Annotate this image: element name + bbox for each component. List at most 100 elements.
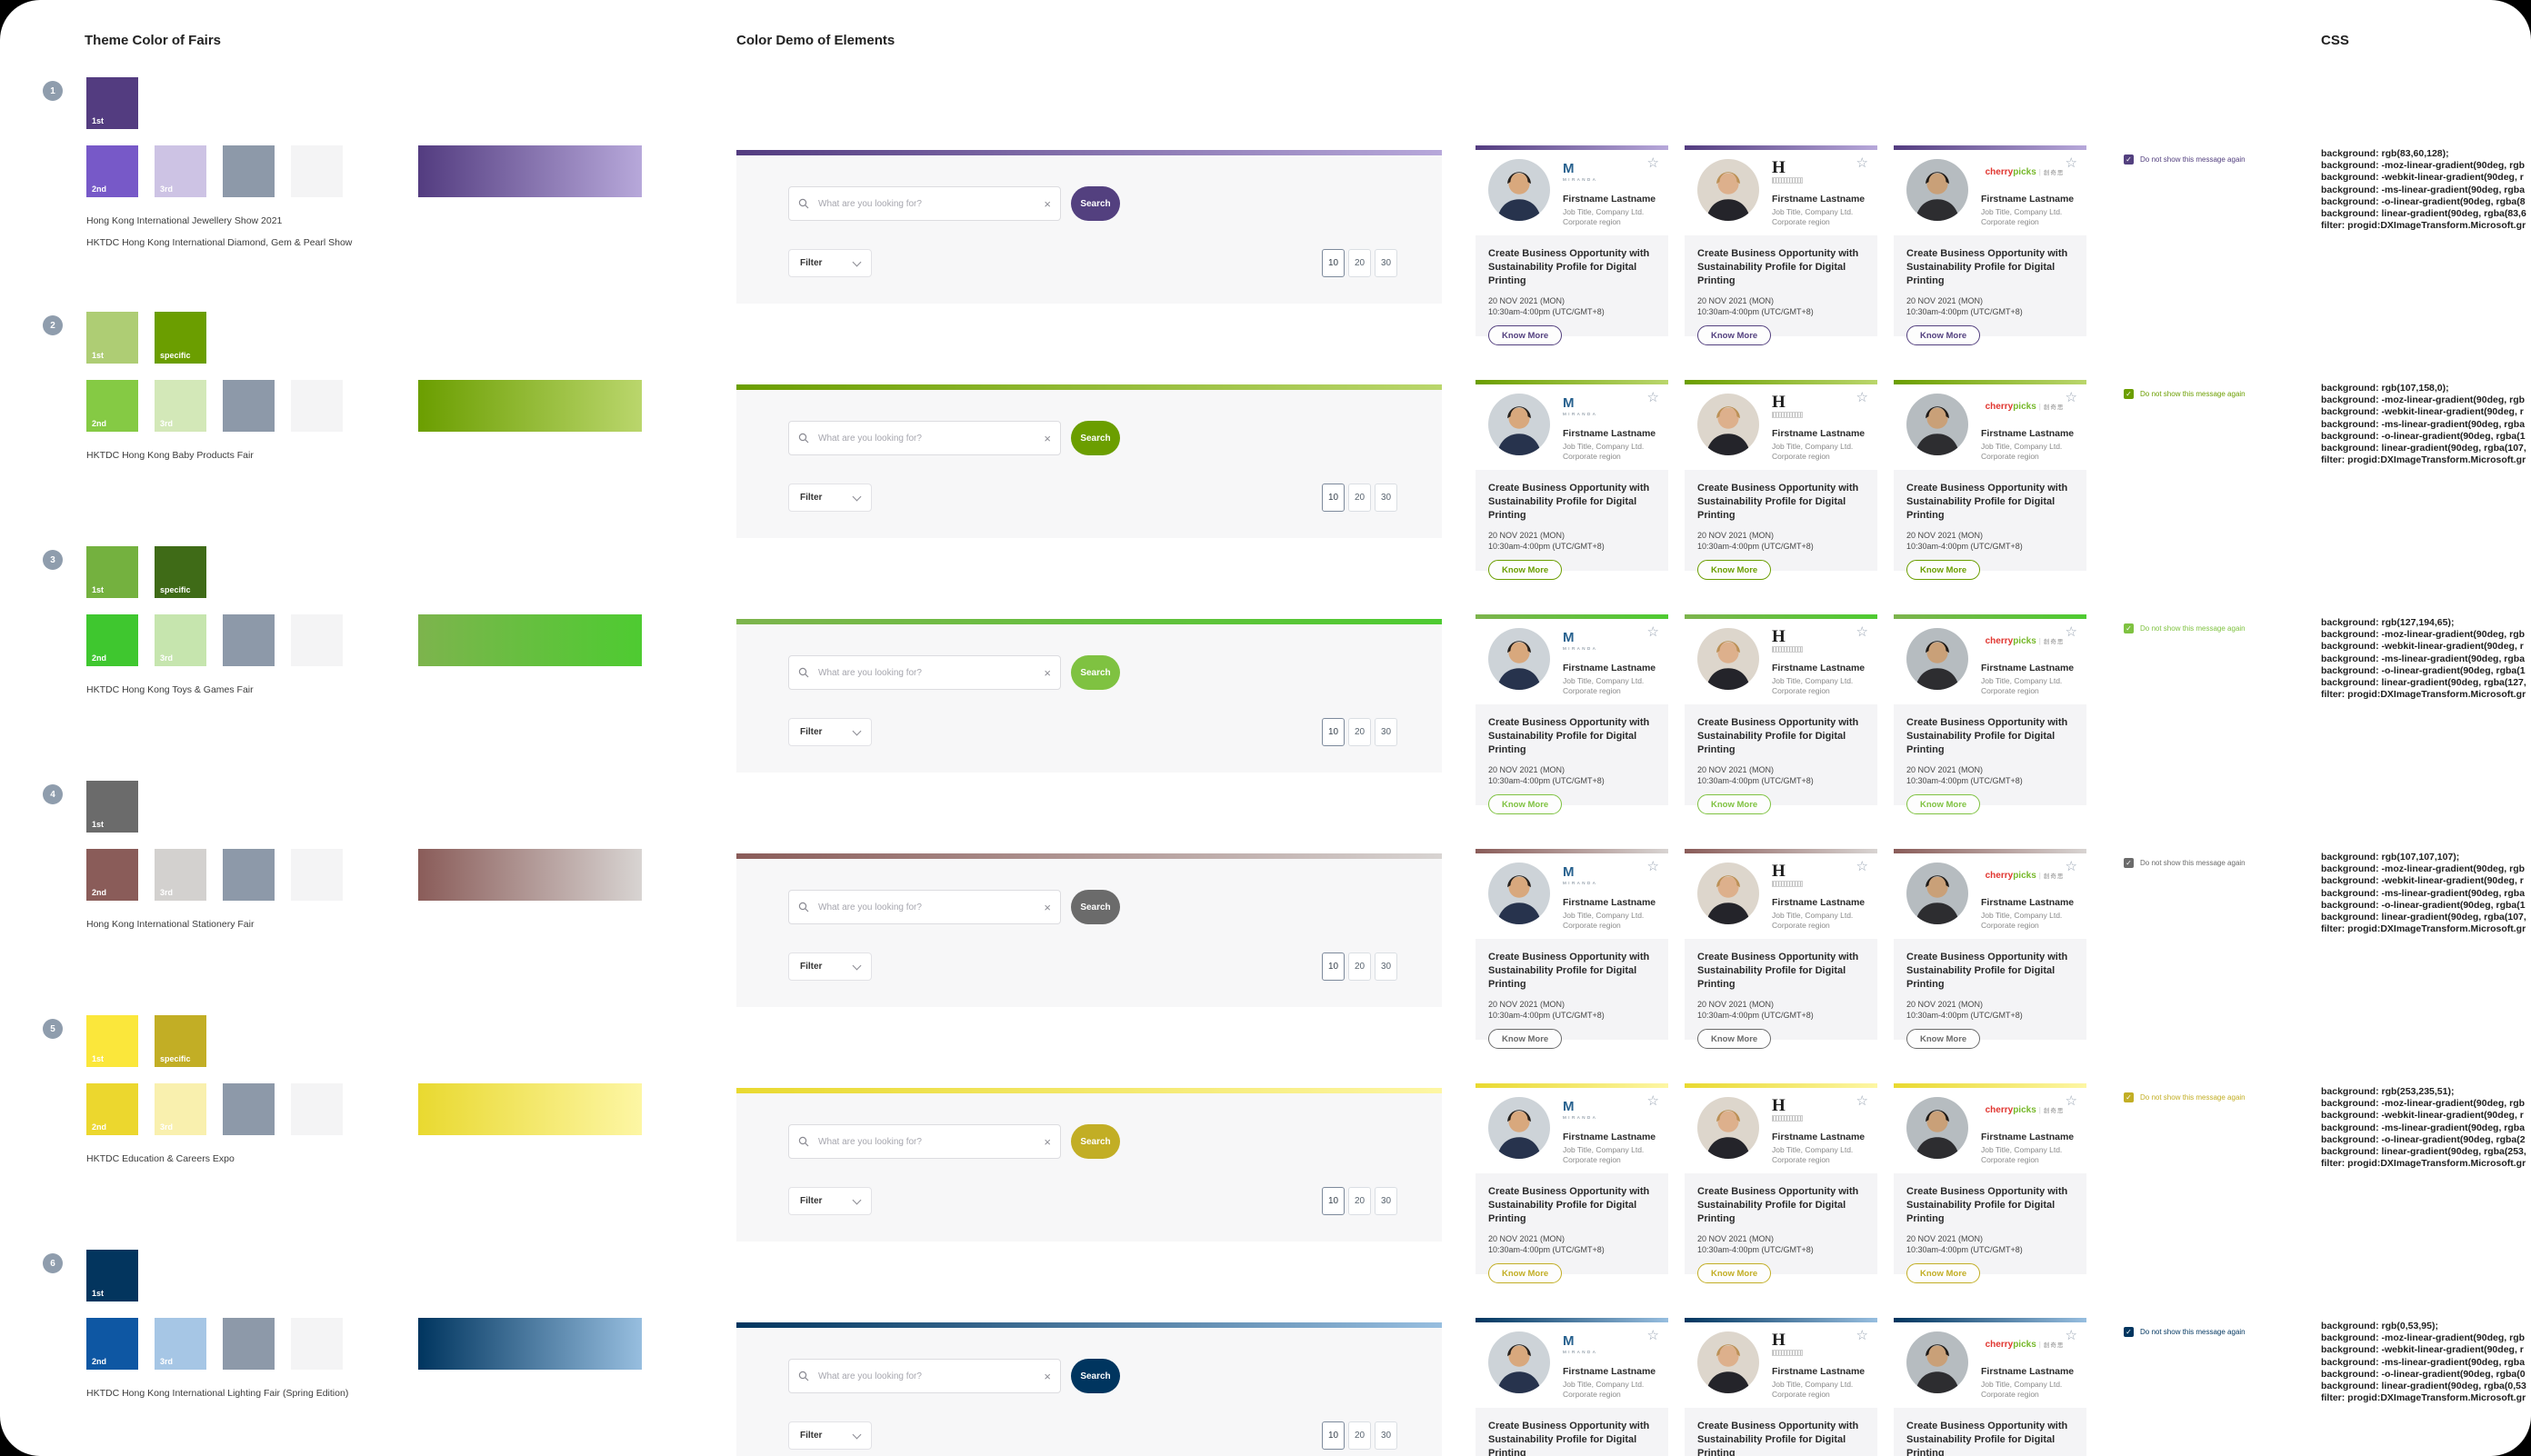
star-icon[interactable]: ☆ <box>1646 1328 1659 1343</box>
clear-icon[interactable]: × <box>1044 1369 1051 1383</box>
know-more-button[interactable]: Know More <box>1906 325 1981 345</box>
page-size-20[interactable]: 20 <box>1348 484 1371 512</box>
checkbox-icon[interactable]: ✓ <box>2124 858 2134 868</box>
page-size-30[interactable]: 30 <box>1375 484 1397 512</box>
star-icon[interactable]: ☆ <box>1856 1093 1868 1109</box>
clear-icon[interactable]: × <box>1044 196 1051 211</box>
search-field[interactable]: × <box>788 186 1061 221</box>
filter-dropdown[interactable]: Filter <box>788 484 872 512</box>
know-more-button[interactable]: Know More <box>1488 1029 1563 1049</box>
search-input[interactable] <box>816 1135 1037 1148</box>
star-icon[interactable]: ☆ <box>1646 155 1659 171</box>
clear-icon[interactable]: × <box>1044 1134 1051 1149</box>
page-size-20[interactable]: 20 <box>1348 1187 1371 1215</box>
search-field[interactable]: × <box>788 1124 1061 1159</box>
filter-dropdown[interactable]: Filter <box>788 249 872 277</box>
know-more-button[interactable]: Know More <box>1697 794 1772 814</box>
star-icon[interactable]: ☆ <box>1856 390 1868 405</box>
star-icon[interactable]: ☆ <box>2065 390 2077 405</box>
checkbox-icon[interactable]: ✓ <box>2124 1092 2134 1102</box>
dont-show-again-option[interactable]: ✓ Do not show this message again <box>2124 389 2246 399</box>
star-icon[interactable]: ☆ <box>1856 859 1868 874</box>
dont-show-again-option[interactable]: ✓ Do not show this message again <box>2124 1092 2246 1102</box>
star-icon[interactable]: ☆ <box>1646 859 1659 874</box>
filter-dropdown[interactable]: Filter <box>788 952 872 981</box>
search-button[interactable]: Search <box>1071 421 1120 455</box>
search-demo-panel: × Search Filter 10 20 30 <box>736 1322 1442 1456</box>
page-size-30[interactable]: 30 <box>1375 952 1397 981</box>
page-size-20[interactable]: 20 <box>1348 1421 1371 1450</box>
know-more-button[interactable]: Know More <box>1697 1029 1772 1049</box>
profile-card-group: ☆ M MIRANDA Firstname Lastname Job Title… <box>1476 1083 2086 1283</box>
page-size-30[interactable]: 30 <box>1375 1421 1397 1450</box>
search-input[interactable] <box>816 666 1037 679</box>
page-size-20[interactable]: 20 <box>1348 952 1371 981</box>
star-icon[interactable]: ☆ <box>2065 859 2077 874</box>
star-icon[interactable]: ☆ <box>2065 1328 2077 1343</box>
know-more-button[interactable]: Know More <box>1906 1263 1981 1283</box>
page-size-30[interactable]: 30 <box>1375 718 1397 746</box>
page-size-10[interactable]: 10 <box>1322 718 1345 746</box>
star-icon[interactable]: ☆ <box>2065 1093 2077 1109</box>
page-size-20[interactable]: 20 <box>1348 249 1371 277</box>
search-field[interactable]: × <box>788 655 1061 690</box>
star-icon[interactable]: ☆ <box>1646 624 1659 640</box>
page-size-10[interactable]: 10 <box>1322 1421 1345 1450</box>
page-size-10[interactable]: 10 <box>1322 484 1345 512</box>
know-more-button[interactable]: Know More <box>1697 1263 1772 1283</box>
search-input[interactable] <box>816 432 1037 444</box>
checkbox-icon[interactable]: ✓ <box>2124 1327 2134 1337</box>
star-icon[interactable]: ☆ <box>2065 155 2077 171</box>
know-more-button[interactable]: Know More <box>1906 560 1981 580</box>
know-more-button[interactable]: Know More <box>1906 1029 1981 1049</box>
star-icon[interactable]: ☆ <box>1646 1093 1659 1109</box>
know-more-button[interactable]: Know More <box>1488 560 1563 580</box>
star-icon[interactable]: ☆ <box>1856 155 1868 171</box>
know-more-button[interactable]: Know More <box>1488 1263 1563 1283</box>
checkbox-icon[interactable]: ✓ <box>2124 623 2134 633</box>
profile-card-group: ☆ M MIRANDA Firstname Lastname Job Title… <box>1476 145 2086 345</box>
page-size-10[interactable]: 10 <box>1322 952 1345 981</box>
star-icon[interactable]: ☆ <box>1856 1328 1868 1343</box>
clear-icon[interactable]: × <box>1044 900 1051 914</box>
dont-show-again-option[interactable]: ✓ Do not show this message again <box>2124 155 2246 165</box>
search-button[interactable]: Search <box>1071 186 1120 221</box>
checkbox-icon[interactable]: ✓ <box>2124 389 2134 399</box>
search-button[interactable]: Search <box>1071 655 1120 690</box>
search-input[interactable] <box>816 1370 1037 1382</box>
know-more-button[interactable]: Know More <box>1488 794 1563 814</box>
clear-icon[interactable]: × <box>1044 431 1051 445</box>
search-button[interactable]: Search <box>1071 1124 1120 1159</box>
search-field[interactable]: × <box>788 890 1061 924</box>
clear-icon[interactable]: × <box>1044 665 1051 680</box>
page-size-10[interactable]: 10 <box>1322 1187 1345 1215</box>
star-icon[interactable]: ☆ <box>1856 624 1868 640</box>
page-size-20[interactable]: 20 <box>1348 718 1371 746</box>
search-input[interactable] <box>816 197 1037 210</box>
page-size-30[interactable]: 30 <box>1375 1187 1397 1215</box>
filter-dropdown[interactable]: Filter <box>788 1187 872 1215</box>
star-icon[interactable]: ☆ <box>1646 390 1659 405</box>
search-input[interactable] <box>816 901 1037 913</box>
star-icon[interactable]: ☆ <box>2065 624 2077 640</box>
page-size-30[interactable]: 30 <box>1375 249 1397 277</box>
know-more-button[interactable]: Know More <box>1488 325 1563 345</box>
checkbox-icon[interactable]: ✓ <box>2124 155 2134 165</box>
search-field[interactable]: × <box>788 421 1061 455</box>
dont-show-again-option[interactable]: ✓ Do not show this message again <box>2124 623 2246 633</box>
search-field[interactable]: × <box>788 1359 1061 1393</box>
dont-show-again-option[interactable]: ✓ Do not show this message again <box>2124 1327 2246 1337</box>
know-more-button[interactable]: Know More <box>1697 560 1772 580</box>
demo-panel-background: × Search Filter 10 20 30 <box>736 1093 1442 1242</box>
know-more-button[interactable]: Know More <box>1906 794 1981 814</box>
filter-dropdown[interactable]: Filter <box>788 718 872 746</box>
know-more-button[interactable]: Know More <box>1697 325 1772 345</box>
page-size-10[interactable]: 10 <box>1322 249 1345 277</box>
filter-dropdown[interactable]: Filter <box>788 1421 872 1450</box>
search-button[interactable]: Search <box>1071 1359 1120 1393</box>
dont-show-again-option[interactable]: ✓ Do not show this message again <box>2124 858 2246 868</box>
css-code-block: background: rgb(83,60,128); background: -… <box>2321 148 2531 232</box>
search-button[interactable]: Search <box>1071 890 1120 924</box>
event-date: 20 NOV 2021 (MON) <box>1906 1000 1984 1009</box>
